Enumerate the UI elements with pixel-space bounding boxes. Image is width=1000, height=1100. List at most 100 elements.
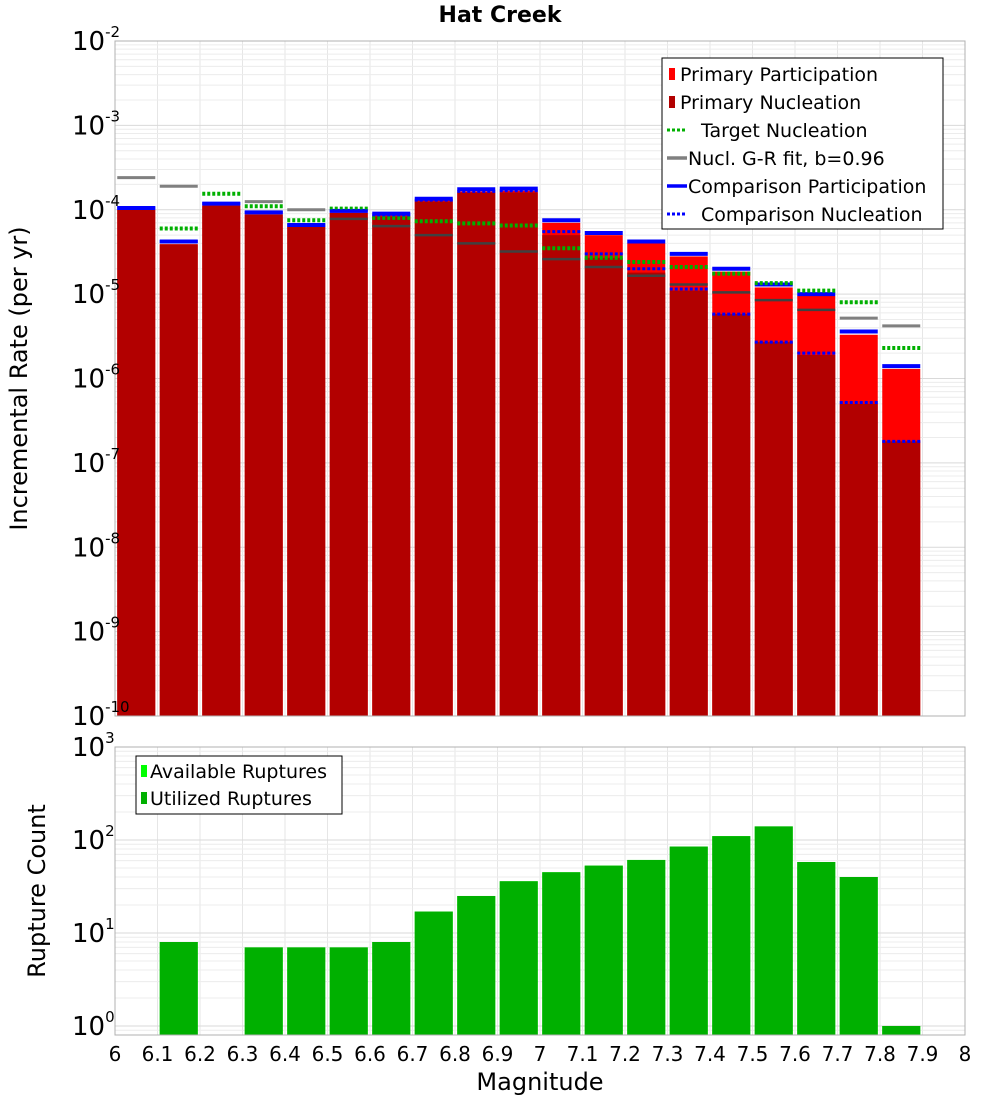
legend-label: Available Ruptures (150, 761, 327, 783)
x-tick-label: 7.6 (779, 1042, 811, 1066)
x-tick-label: 6.6 (354, 1042, 386, 1066)
tick-exponent: 2 (105, 822, 115, 840)
legend-label: Comparison Participation (688, 176, 926, 198)
legend-label: Nucl. G-R fit, b=0.96 (688, 148, 885, 170)
nucleation-bar (202, 205, 241, 716)
bottom-y-tick-label: 102 (72, 822, 115, 856)
top-y-tick-label: 10-10 (72, 698, 130, 732)
utilized-ruptures-bar (797, 861, 836, 1035)
legend-label: Primary Nucleation (680, 92, 861, 114)
tick-base: 10 (72, 533, 105, 563)
x-tick-label: 7.3 (652, 1042, 684, 1066)
top-y-tick-label: 10-9 (72, 614, 120, 648)
utilized-ruptures-bar (287, 947, 326, 1035)
tick-exponent: -2 (105, 23, 120, 41)
top-y-tick-label: 10-3 (72, 107, 120, 141)
tick-base: 10 (72, 196, 105, 226)
top-y-tick-label: 10-7 (72, 445, 120, 479)
legend-label: Utilized Ruptures (150, 788, 312, 810)
bottom-y-tick-label: 103 (72, 729, 115, 763)
x-tick-label: 6.3 (227, 1042, 259, 1066)
tick-base: 10 (72, 111, 105, 141)
tick-base: 10 (72, 826, 105, 856)
tick-base: 10 (72, 733, 105, 763)
utilized-ruptures-bar (712, 836, 751, 1035)
tick-base: 10 (72, 618, 105, 648)
nucleation-bar (839, 403, 878, 716)
legend-swatch (669, 68, 675, 80)
utilized-ruptures-bar (414, 911, 453, 1035)
utilized-ruptures-bar (754, 826, 793, 1035)
top-y-tick-label: 10-8 (72, 529, 120, 563)
tick-base: 10 (72, 702, 105, 732)
utilized-ruptures-bar (159, 942, 198, 1035)
x-tick-label: 7.5 (737, 1042, 769, 1066)
top-y-tick-label: 10-2 (72, 23, 120, 57)
x-tick-label: 7.7 (822, 1042, 854, 1066)
nucleation-bar (159, 244, 198, 717)
utilized-ruptures-bar (627, 859, 666, 1035)
chart-title: Hat Creek (439, 3, 563, 28)
bottom-panel-frame (114, 746, 966, 1036)
top-y-tick-label: 10-6 (72, 361, 120, 395)
nucleation-bar (542, 235, 581, 716)
x-tick-label: 7 (534, 1042, 547, 1066)
tick-exponent: -5 (105, 276, 120, 294)
x-tick-label: 6.4 (269, 1042, 301, 1066)
bottom-y-tick-label: 100 (72, 1008, 115, 1042)
nucleation-bar (754, 342, 793, 716)
tick-base: 10 (72, 280, 105, 310)
tick-exponent: 3 (105, 729, 115, 747)
tick-exponent: -6 (105, 361, 120, 379)
utilized-ruptures-bar (244, 947, 283, 1035)
x-tick-label: 6.1 (142, 1042, 174, 1066)
x-tick-label: 6.2 (184, 1042, 216, 1066)
tick-exponent: -8 (105, 529, 120, 547)
tick-exponent: -9 (105, 614, 120, 632)
nucleation-bar (244, 214, 283, 717)
x-tick-label: 7.9 (907, 1042, 939, 1066)
x-tick-label: 7.4 (694, 1042, 726, 1066)
x-tick-label: 6.8 (439, 1042, 471, 1066)
tick-exponent: 1 (105, 915, 115, 933)
top-y-tick-label: 10-5 (72, 276, 120, 310)
tick-exponent: -4 (105, 192, 120, 210)
tick-base: 10 (72, 27, 105, 57)
bottom-legend-box (135, 755, 343, 815)
utilized-ruptures-bar (584, 865, 623, 1035)
tick-base: 10 (72, 919, 105, 949)
x-tick-label: 6.5 (312, 1042, 344, 1066)
tick-base: 10 (72, 365, 105, 395)
nucleation-bar (414, 201, 453, 716)
top-panel-frame (114, 40, 966, 717)
x-tick-label: 6 (109, 1042, 122, 1066)
nucleation-bar (117, 209, 156, 716)
x-tick-label: 7.8 (864, 1042, 896, 1066)
utilized-ruptures-bar (839, 877, 878, 1035)
nucleation-bar (329, 212, 368, 716)
tick-base: 10 (72, 1012, 105, 1042)
x-tick-label: 8 (959, 1042, 972, 1066)
nucleation-bar (457, 192, 496, 717)
bottom-y-tick-label: 101 (72, 915, 115, 949)
nucleation-bar (882, 441, 921, 716)
legend-swatch (141, 765, 147, 777)
legend-swatch (669, 96, 675, 108)
legend-label: Target Nucleation (700, 120, 868, 142)
nucleation-bar (287, 226, 326, 716)
nucleation-bar (797, 354, 836, 716)
utilized-ruptures-bar (457, 895, 496, 1035)
nucleation-bar (372, 216, 411, 716)
top-y-axis-label: Incremental Rate (per yr) (5, 226, 33, 530)
utilized-ruptures-bar (329, 947, 368, 1035)
nucleation-bar (584, 257, 623, 716)
x-tick-label: 7.2 (609, 1042, 641, 1066)
nucleation-bar (627, 272, 666, 716)
x-axis-label: Magnitude (476, 1068, 603, 1096)
top-y-tick-label: 10-4 (72, 192, 120, 226)
tick-exponent: -7 (105, 445, 120, 463)
x-tick-label: 7.1 (567, 1042, 599, 1066)
utilized-ruptures-bar (882, 1025, 921, 1035)
legend-swatch (141, 792, 147, 804)
